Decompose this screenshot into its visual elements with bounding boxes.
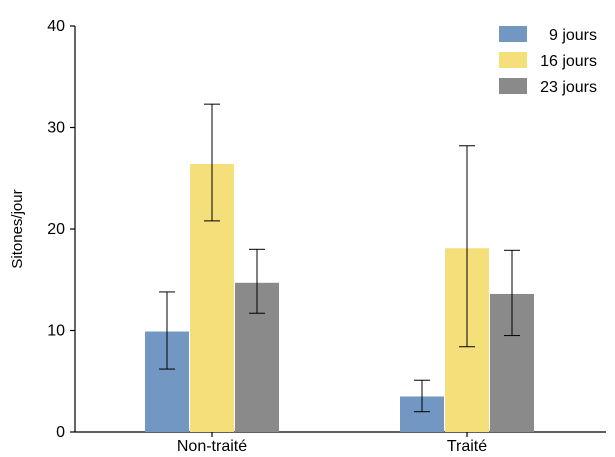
legend-label: 9 jours	[549, 27, 597, 44]
bars	[145, 164, 534, 433]
y-tick-label: 30	[47, 120, 65, 137]
legend-swatch	[499, 78, 527, 94]
x-category-label: Non-traité	[177, 438, 247, 455]
y-axis-title: Sitones/jour	[9, 189, 26, 268]
y-ticks: 0 10 20 30 40	[47, 18, 75, 441]
y-tick-label: 0	[56, 424, 65, 441]
legend-label: 23 jours	[540, 79, 597, 96]
x-category-label: Traité	[447, 438, 487, 455]
error-bars	[159, 103, 520, 413]
y-tick-label: 20	[47, 221, 65, 238]
legend-label: 16 jours	[540, 53, 597, 70]
y-tick-label: 40	[47, 18, 65, 35]
legend-swatch	[499, 52, 527, 68]
y-tick-label: 10	[47, 323, 65, 340]
legend-swatch	[499, 26, 527, 42]
legend: 9 jours 16 jours 23 jours	[499, 26, 597, 96]
x-category-labels: Non-traité Traité	[177, 432, 487, 455]
